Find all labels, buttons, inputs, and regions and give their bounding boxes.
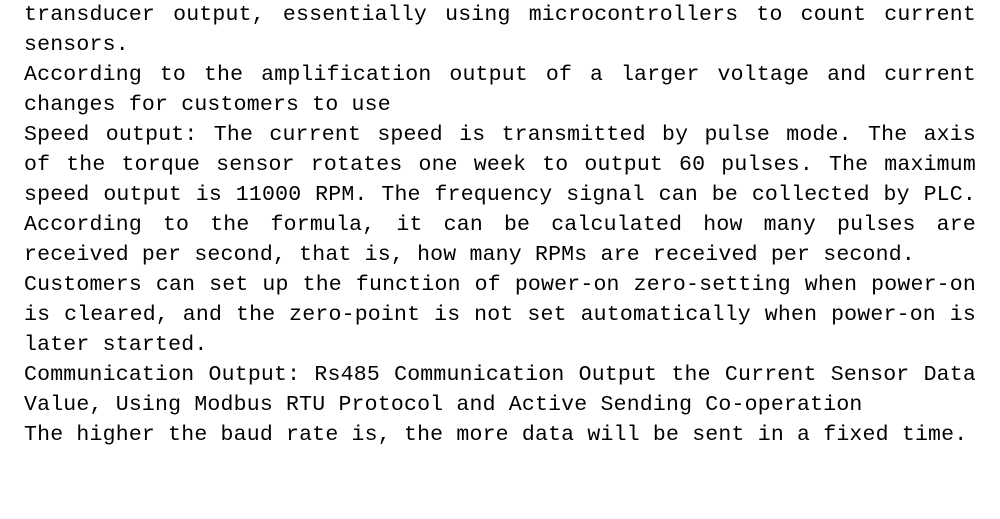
paragraph-2: According to the amplification output of…: [24, 60, 976, 120]
paragraph-1: transducer output, essentially using mic…: [24, 0, 976, 60]
paragraph-5: Communication Output: Rs485 Communicatio…: [24, 360, 976, 420]
document-page: transducer output, essentially using mic…: [0, 0, 1000, 519]
paragraph-6: The higher the baud rate is, the more da…: [24, 420, 976, 450]
paragraph-4: Customers can set up the function of pow…: [24, 270, 976, 360]
paragraph-3: Speed output: The current speed is trans…: [24, 120, 976, 270]
